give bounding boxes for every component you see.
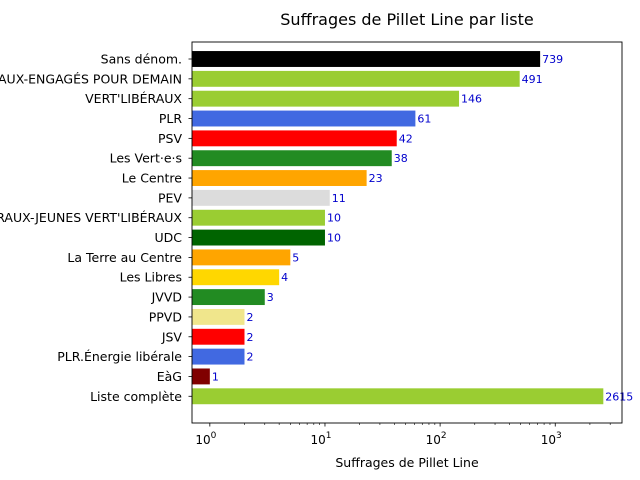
category-label: Le Centre — [122, 171, 183, 186]
category-label: EàG — [157, 369, 182, 384]
value-label: 11 — [332, 192, 346, 205]
category-label: PSV — [158, 131, 182, 146]
value-label: 5 — [292, 251, 299, 264]
category-label: Les Libres — [120, 270, 182, 285]
category-label: Sans dénom. — [101, 52, 182, 67]
bar — [192, 368, 210, 385]
bar — [192, 328, 245, 345]
x-tick-exponent: 1 — [326, 431, 332, 441]
bar — [192, 308, 245, 325]
bar — [192, 388, 604, 405]
bar — [192, 150, 392, 167]
bar — [192, 249, 291, 266]
category-label: VERT'LIBÉRAUX-ENGAGÉS POUR DEMAIN — [0, 71, 182, 86]
bar — [192, 51, 541, 67]
category-label: VERT'LIBÉRAUX-JEUNES VERT'LIBÉRAUX — [0, 210, 182, 225]
category-label: JVVD — [151, 290, 182, 305]
bar — [192, 348, 245, 365]
category-label: VERT'LIBÉRAUX — [85, 91, 182, 106]
bar — [192, 70, 520, 87]
category-label: PEV — [158, 190, 182, 205]
x-tick-base: 10 — [541, 433, 556, 447]
value-label: 739 — [542, 53, 563, 66]
bar — [192, 90, 460, 107]
category-labels: Sans dénom. VERT'LIBÉRAUX-ENGAGÉS POUR DE… — [0, 52, 192, 404]
category-label: Liste complète — [90, 389, 182, 404]
value-label: 10 — [327, 212, 341, 225]
x-tick-label: 103 — [541, 431, 562, 447]
x-tick-base: 10 — [195, 433, 210, 447]
value-labels: 739 491 146 61 42 38 23 11 10 10 543 2 2 2 1 2615 — [212, 53, 633, 403]
bar — [192, 289, 265, 306]
bars-group — [192, 51, 604, 405]
value-label: 61 — [417, 113, 431, 126]
x-tick-base: 10 — [310, 433, 325, 447]
value-label: 4 — [281, 271, 288, 284]
value-label: 2 — [246, 311, 253, 324]
value-label: 10 — [327, 232, 341, 245]
bar — [192, 189, 330, 206]
value-label: 491 — [522, 73, 543, 86]
x-tick-exponent: 2 — [441, 431, 447, 441]
bar — [192, 229, 325, 246]
value-label: 23 — [369, 172, 383, 185]
category-label: Les Vert·e·s — [110, 151, 182, 166]
value-label: 38 — [394, 152, 408, 165]
plot-frame — [191, 41, 623, 424]
x-axis-label: Suffrages de Pillet Line — [335, 455, 479, 470]
category-label: UDC — [154, 230, 182, 245]
value-label: 1 — [212, 370, 219, 383]
category-label: La Terre au Centre — [67, 250, 182, 265]
category-label: PLR — [159, 111, 183, 126]
value-label: 42 — [399, 132, 413, 145]
category-label: PLR.Énergie libérale — [57, 349, 182, 364]
x-axis-ticks: 100 101 102 103 — [195, 423, 611, 447]
x-tick-exponent: 3 — [556, 431, 562, 441]
bar — [192, 170, 367, 186]
x-tick-label: 101 — [310, 431, 331, 447]
value-label: 2 — [246, 351, 253, 364]
bar — [192, 110, 416, 127]
x-tick-exponent: 0 — [211, 431, 217, 441]
category-label: JSV — [161, 329, 183, 344]
bar — [192, 130, 397, 147]
x-tick-label: 102 — [426, 431, 447, 447]
bar — [192, 209, 325, 226]
value-label: 146 — [461, 93, 482, 106]
value-label: 3 — [267, 291, 274, 304]
category-label: PPVD — [149, 309, 182, 324]
x-tick-label: 100 — [195, 431, 216, 447]
value-label: 2615 — [605, 390, 633, 403]
chart-title: Suffrages de Pillet Line par liste — [280, 10, 533, 29]
bar — [192, 269, 280, 286]
value-label: 2 — [246, 331, 253, 344]
x-tick-base: 10 — [426, 433, 441, 447]
